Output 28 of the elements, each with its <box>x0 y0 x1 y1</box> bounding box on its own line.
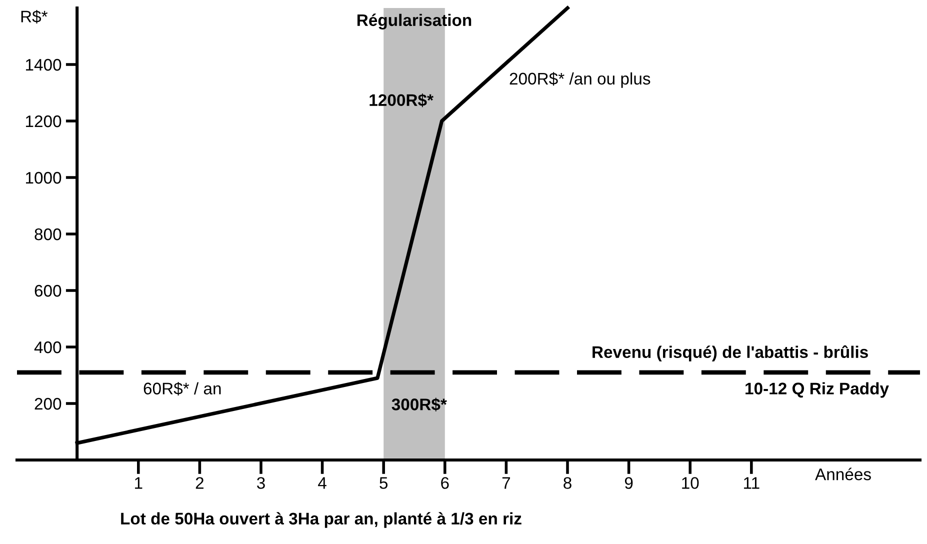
x-tick-label: 3 <box>256 477 265 489</box>
x-axis-title: Années <box>815 468 871 480</box>
annotation: 10-12 Q Riz Paddy <box>746 382 889 398</box>
annotation: 60R$* / an <box>144 382 221 396</box>
band-label: Régularisation <box>357 14 472 30</box>
y-tick-label: 200 <box>34 398 62 410</box>
x-tick-label: 4 <box>318 477 326 489</box>
x-tick-label: 6 <box>441 477 449 489</box>
y-tick-label: 400 <box>34 341 62 354</box>
annotation: 300R$* <box>392 398 447 412</box>
y-tick-label: 1200 <box>26 115 62 128</box>
annotation: 1200R$* <box>370 93 434 108</box>
text: Lot de 50Ha ouvert à 3Ha par an, planté à 1/3 en riz <box>121 512 522 528</box>
x-tick-label: 8 <box>564 477 572 489</box>
y-tick-label: 1000 <box>26 172 62 184</box>
x-tick-label: 10 <box>682 477 699 489</box>
x-tick-label: 11 <box>744 477 760 489</box>
x-tick-label: 7 <box>502 477 510 489</box>
x-tick-label: 2 <box>196 477 204 489</box>
x-tick-label: 1 <box>135 477 142 489</box>
annotation: 200R$* /an ou plus <box>510 72 650 88</box>
y-tick-label: 1400 <box>26 58 62 71</box>
x-tick-label: 5 <box>380 477 388 489</box>
x-tick-label: 9 <box>624 477 633 489</box>
y-tick-label: 600 <box>34 284 62 297</box>
ref-line-label: Revenu (risqué) de l'abattis - brûlis <box>592 345 868 362</box>
y-tick-label: 800 <box>34 228 62 240</box>
y-axis-title: R$* <box>21 10 48 24</box>
